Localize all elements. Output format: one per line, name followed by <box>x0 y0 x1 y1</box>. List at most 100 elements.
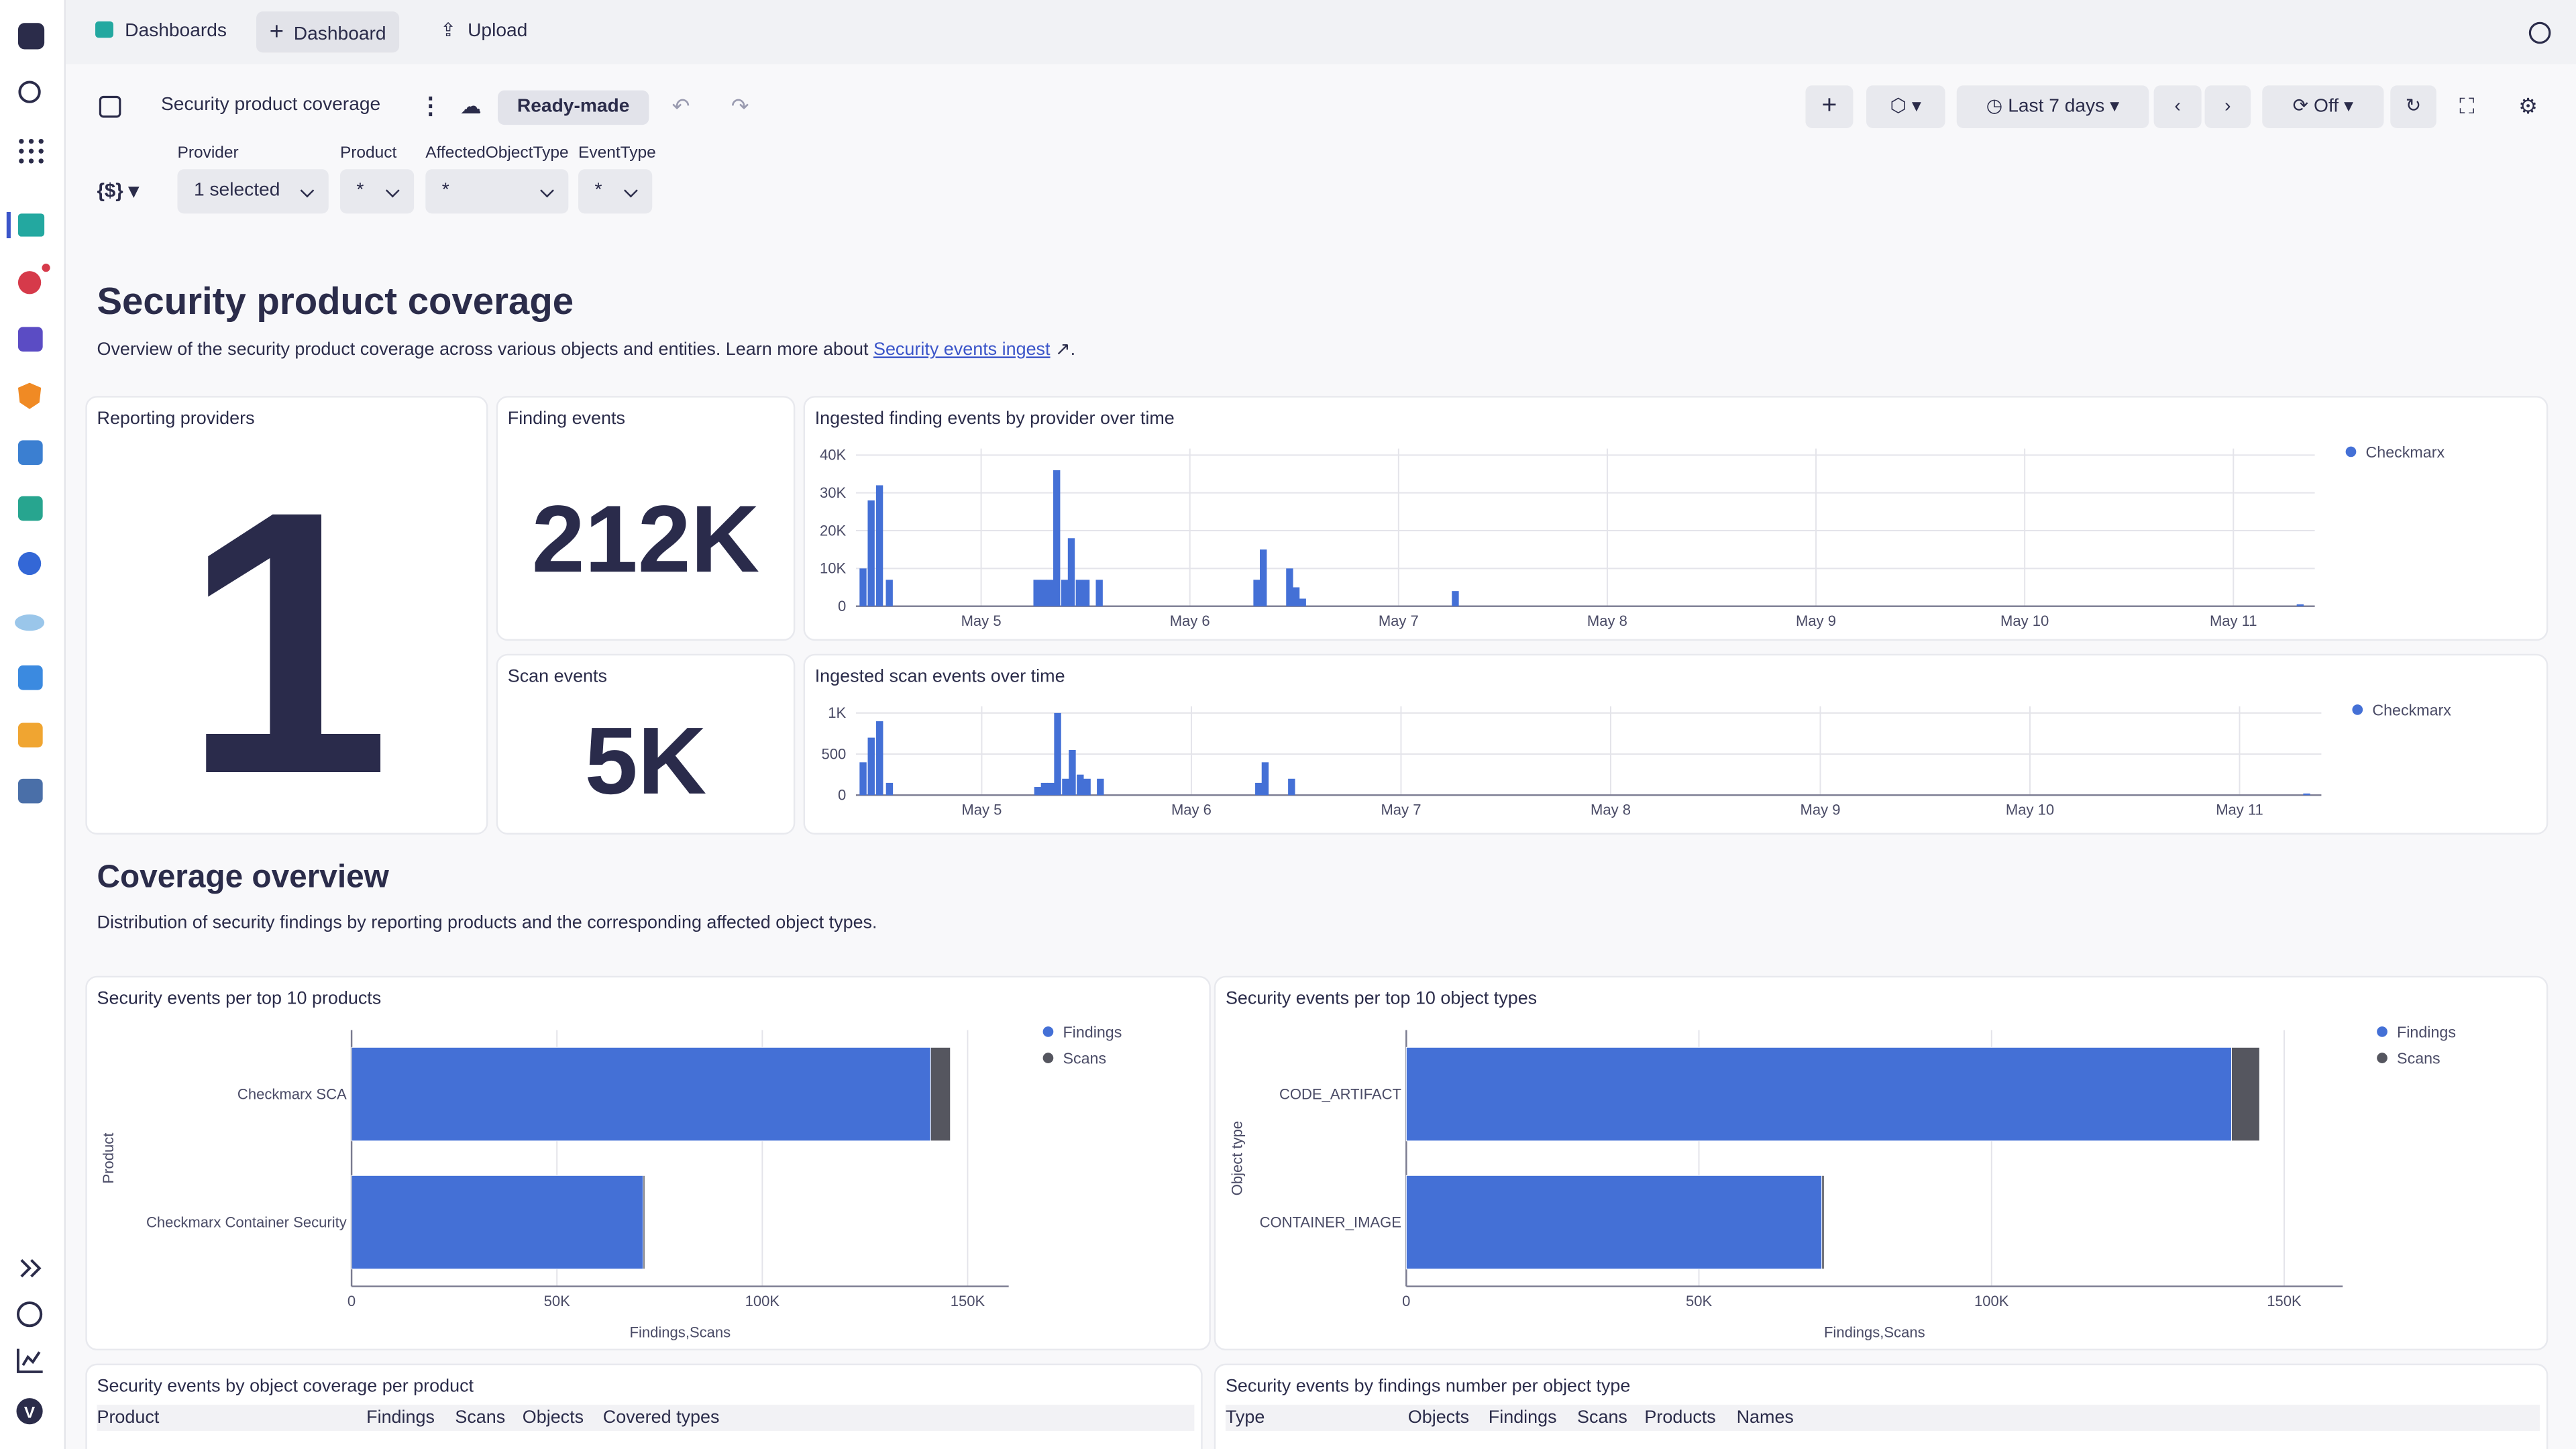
column-header[interactable]: Products <box>1644 1407 1716 1428</box>
x-tick-label: May 5 <box>961 612 1002 629</box>
fullscreen-button[interactable]: ⛶ <box>2459 93 2475 119</box>
bar <box>1040 782 1049 796</box>
tab[interactable]: ⇪ Upload <box>427 11 541 52</box>
x-axis-title: Findings,Scans <box>1824 1324 1925 1340</box>
chart: 0 50K 100K 150K CODE_ARTIFACT CONTAINER_IMAGE… <box>1228 1024 2456 1341</box>
undo-icon[interactable]: ↶ <box>672 93 690 119</box>
chart: 0 500 1K May 5 May 6 May 7 May 8 May 9 May 10 May… <box>821 702 2451 818</box>
app-icon[interactable] <box>17 778 43 804</box>
x-tick-label: 150K <box>951 1293 985 1309</box>
bar <box>1054 712 1061 796</box>
dashboards-app[interactable] <box>17 213 45 237</box>
reload-button[interactable]: ↻ <box>2390 85 2436 129</box>
app-icon[interactable] <box>17 327 43 352</box>
legend-marker <box>1042 1053 1054 1063</box>
bar <box>2303 793 2310 796</box>
expand-icon[interactable] <box>20 1258 42 1278</box>
bar <box>1286 568 1293 606</box>
description-end: . <box>1070 339 1076 360</box>
tab[interactable]: Dashboards <box>82 11 239 52</box>
help-icon[interactable] <box>16 1301 43 1328</box>
chart-tile: Security events per top 10 products 0 50K… <box>85 975 1211 1351</box>
legend-label: Checkmarx <box>2366 443 2445 461</box>
column-header[interactable]: Names <box>1736 1407 1794 1428</box>
logo[interactable] <box>17 23 45 50</box>
next-button[interactable]: › <box>2204 85 2251 129</box>
column-header[interactable]: Scans <box>1577 1407 1627 1428</box>
bar <box>1046 580 1054 606</box>
filter-label: EventType <box>578 144 656 163</box>
cloud-icon[interactable]: ☁ <box>460 93 482 119</box>
column-header[interactable]: Type <box>1225 1407 1265 1428</box>
tile-title: Finding events <box>507 409 625 429</box>
app-icon[interactable] <box>17 382 42 409</box>
single-value: 5K <box>584 708 707 815</box>
tab[interactable]: + Dashboard <box>256 11 400 53</box>
legend-label: Findings <box>2397 1024 2456 1041</box>
x-tick-label: May 7 <box>1379 612 1419 629</box>
add-button[interactable]: + <box>1805 85 1854 129</box>
apps-icon[interactable] <box>19 138 44 164</box>
redo-icon[interactable]: ↷ <box>731 93 749 119</box>
column-header[interactable]: Objects <box>522 1407 584 1428</box>
app-icon[interactable] <box>17 440 43 466</box>
app-icon[interactable] <box>17 722 43 748</box>
upload-icon: ⇪ <box>440 21 456 42</box>
help-button[interactable] <box>2527 19 2553 46</box>
column-header[interactable]: Findings <box>366 1407 435 1428</box>
search-icon[interactable] <box>18 80 41 103</box>
settings-button[interactable]: ⚙ <box>2518 93 2538 119</box>
tile: Scan events 5K <box>496 653 796 835</box>
x-tick-label: May 8 <box>1591 802 1631 818</box>
tab-label: Dashboards <box>125 21 227 42</box>
refresh-interval-button[interactable]: ⟳ Off ▾ <box>2262 85 2384 129</box>
bar <box>1097 778 1104 796</box>
app-icon[interactable] <box>15 614 45 631</box>
column-header[interactable]: Product <box>97 1407 160 1428</box>
active-marker <box>6 211 11 239</box>
app-icon[interactable] <box>17 665 43 690</box>
segment-button[interactable]: ⬡ ▾ <box>1866 85 1945 129</box>
stats-icon[interactable] <box>16 1348 43 1373</box>
menu-icon[interactable]: ⋮ <box>419 92 442 119</box>
x-tick-label: 150K <box>2267 1293 2302 1309</box>
app-icon[interactable] <box>17 496 43 521</box>
variables-toggle[interactable]: {$} ▾ <box>97 178 139 203</box>
y-tick-label: 20K <box>820 522 847 539</box>
filter-select[interactable]: * <box>425 169 569 214</box>
filter-select[interactable]: * <box>339 169 415 214</box>
page-description: Overview of the security product coverag… <box>97 339 1076 360</box>
filter-select[interactable]: * <box>578 169 653 214</box>
dashboard-name[interactable]: Security product coverage <box>161 95 381 115</box>
bar <box>1067 538 1075 606</box>
single-value: 1 <box>182 435 391 835</box>
panel-icon[interactable] <box>99 95 121 118</box>
bar <box>1082 580 1090 606</box>
ready-made-badge[interactable]: Ready-made <box>498 90 649 125</box>
tile: Finding events 212K <box>496 396 796 641</box>
filter-value: 1 selected <box>193 180 280 201</box>
bar <box>1053 470 1061 606</box>
x-axis-title: Findings,Scans <box>630 1324 731 1340</box>
column-header[interactable]: Covered types <box>602 1407 720 1428</box>
bar <box>1288 778 1295 796</box>
bar <box>1040 580 1047 606</box>
column-header[interactable]: Findings <box>1488 1407 1557 1428</box>
bar <box>1095 580 1103 606</box>
legend-label: Scans <box>2397 1050 2440 1067</box>
problems-app[interactable] <box>17 271 42 294</box>
filter-select[interactable]: 1 selected <box>177 169 329 214</box>
docs-link[interactable]: Security events ingest <box>873 339 1051 360</box>
prev-button[interactable]: ‹ <box>2153 85 2202 129</box>
timeframe-button[interactable]: ◷ Last 7 days ▾ <box>1956 85 2149 129</box>
avatar[interactable] <box>16 1398 43 1425</box>
app-icon[interactable] <box>17 551 42 576</box>
table-title: Security events by findings number per o… <box>1225 1377 1631 1397</box>
tile-title: Reporting providers <box>97 409 255 429</box>
column-header[interactable]: Objects <box>1407 1407 1470 1428</box>
legend-label: Scans <box>1063 1050 1106 1067</box>
bar <box>351 1175 644 1270</box>
x-tick-label: 100K <box>1974 1293 2009 1309</box>
column-header[interactable]: Scans <box>455 1407 506 1428</box>
